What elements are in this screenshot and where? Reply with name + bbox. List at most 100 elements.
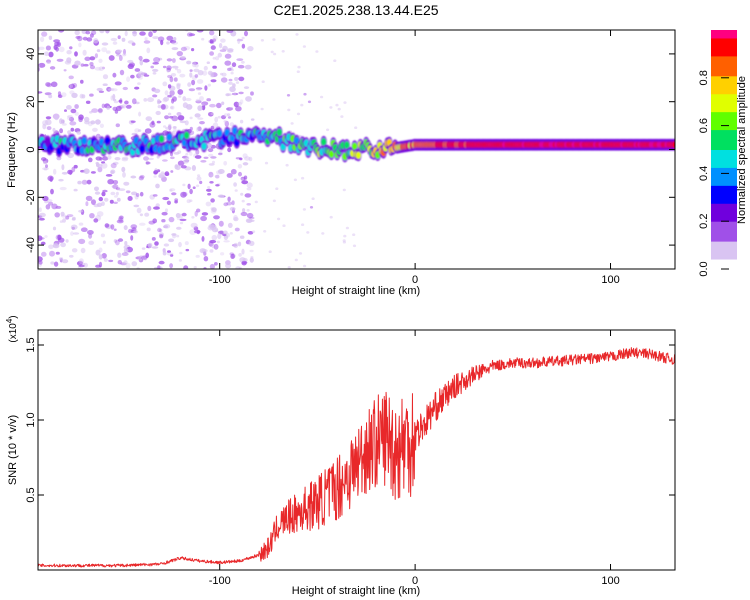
noise-speckle	[311, 197, 315, 200]
noise-speckle	[211, 160, 216, 164]
ridge-core	[201, 142, 207, 150]
noise-speckle	[59, 128, 63, 134]
noise-speckle	[93, 38, 99, 44]
colorbar-cell	[711, 265, 737, 268]
noise-speckle	[229, 252, 234, 256]
colorbar-cell	[711, 233, 737, 236]
noise-speckle	[89, 213, 95, 219]
noise-speckle	[45, 116, 52, 120]
noise-speckle	[239, 119, 244, 124]
noise-speckle	[144, 212, 150, 217]
colorbar-cell	[711, 85, 737, 89]
noise-speckle	[237, 38, 241, 44]
colorbar-cell	[711, 223, 737, 226]
colorbar-cell	[711, 161, 737, 164]
noise-speckle	[179, 73, 186, 78]
colorbar-cell	[711, 173, 737, 176]
noise-speckle	[234, 227, 240, 232]
noise-speckle	[209, 181, 214, 184]
noise-speckle	[201, 236, 205, 242]
noise-speckle	[196, 176, 202, 181]
noise-speckle	[48, 51, 54, 58]
noise-speckle	[38, 149, 41, 154]
noise-speckle	[88, 233, 93, 239]
noise-speckle	[126, 76, 131, 82]
noise-speckle	[190, 222, 198, 228]
noise-speckle	[94, 66, 102, 71]
noise-speckle	[212, 65, 217, 69]
colorbar-cell	[711, 79, 737, 83]
noise-speckle	[180, 46, 187, 52]
noise-speckle	[248, 156, 253, 162]
noise-speckle	[192, 186, 196, 189]
noise-speckle	[191, 79, 196, 86]
noise-speckle	[236, 58, 244, 61]
noise-speckle	[72, 232, 80, 235]
noise-speckle	[128, 228, 133, 234]
noise-speckle	[46, 61, 51, 64]
noise-speckle	[326, 128, 330, 132]
noise-speckle	[67, 152, 74, 159]
colorbar-gradient	[711, 30, 737, 270]
noise-speckle	[167, 112, 172, 116]
noise-speckle	[177, 115, 185, 121]
noise-speckle	[98, 66, 104, 71]
noise-speckle	[182, 102, 188, 109]
noise-speckle	[172, 233, 177, 239]
noise-speckle	[195, 149, 200, 155]
noise-speckle	[163, 125, 167, 128]
noise-speckle	[104, 223, 110, 228]
noise-speckle	[195, 100, 202, 104]
noise-speckle	[188, 88, 196, 92]
noise-speckle	[107, 88, 115, 91]
noise-speckle	[189, 151, 193, 156]
noise-speckle	[49, 66, 56, 70]
noise-speckle	[131, 261, 138, 267]
colorbar-cell	[711, 207, 737, 210]
noise-speckle	[302, 45, 306, 48]
colorbar-cell	[711, 147, 737, 150]
noise-speckle	[88, 157, 93, 163]
ridge-core	[158, 135, 165, 143]
noise-speckle	[171, 41, 178, 45]
noise-speckle	[210, 207, 214, 210]
noise-speckle	[185, 153, 189, 156]
noise-speckle	[209, 51, 215, 56]
y-tick-label: 1.0	[25, 412, 37, 427]
noise-speckle	[85, 195, 93, 201]
colorbar-cell	[711, 227, 737, 230]
noise-speckle	[162, 159, 168, 162]
noise-speckle	[197, 126, 202, 132]
noise-speckle	[112, 41, 118, 45]
noise-speckle	[137, 129, 142, 132]
noise-speckle	[303, 92, 307, 96]
noise-speckle	[99, 30, 105, 34]
noise-speckle	[245, 96, 252, 102]
noise-speckle	[237, 64, 245, 69]
noise-speckle	[241, 199, 245, 203]
noise-speckle	[183, 159, 189, 164]
noise-speckle	[57, 91, 62, 96]
noise-speckle	[231, 200, 235, 206]
noise-speckle	[123, 181, 130, 186]
noise-speckle	[224, 53, 232, 59]
noise-speckle	[196, 208, 201, 213]
noise-speckle	[137, 82, 141, 85]
noise-speckle	[246, 203, 251, 206]
noise-speckle	[171, 98, 175, 104]
colorbar-cell	[711, 135, 737, 139]
noise-speckle	[176, 68, 182, 74]
noise-speckle	[235, 81, 240, 84]
noise-speckle	[169, 39, 177, 44]
noise-speckle	[66, 116, 72, 121]
noise-speckle	[157, 265, 161, 269]
noise-speckle	[55, 46, 59, 52]
colorbar-cell	[711, 247, 737, 250]
noise-speckle	[241, 36, 245, 40]
noise-speckle	[201, 249, 208, 253]
noise-speckle	[146, 47, 151, 54]
noise-speckle	[231, 62, 237, 68]
noise-speckle	[68, 84, 76, 89]
noise-speckle	[169, 254, 174, 257]
noise-speckle	[116, 49, 123, 53]
